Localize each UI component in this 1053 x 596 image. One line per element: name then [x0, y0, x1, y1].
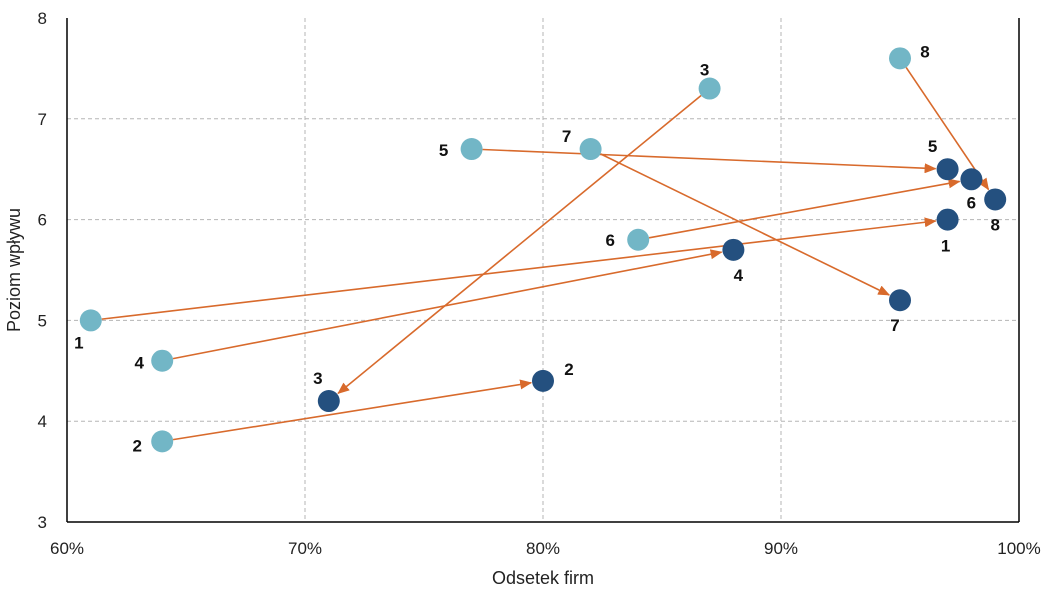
y-tick-label: 8: [38, 9, 47, 28]
start-point-6: [627, 228, 650, 251]
start-point-7: [579, 138, 602, 161]
start-label-3: 3: [700, 61, 709, 80]
y-tick-label: 5: [38, 311, 47, 330]
x-tick-label: 100%: [997, 539, 1040, 558]
end-label-4: 4: [734, 266, 744, 285]
start-label-8: 8: [920, 42, 929, 61]
start-point-8: [889, 47, 911, 70]
x-tick-label: 70%: [288, 539, 322, 558]
arrow-5: [482, 148, 937, 174]
end-label-1: 1: [941, 237, 950, 256]
arrow-4: [172, 249, 723, 360]
arrow-7: [600, 153, 891, 296]
end-label-5: 5: [928, 137, 937, 156]
start-point-5: [460, 138, 483, 161]
start-label-4: 4: [134, 354, 144, 373]
end-point-5: [936, 158, 959, 181]
end-point-3: [317, 390, 340, 413]
y-axis-title: Poziom wpływu: [4, 208, 24, 332]
x-tick-label: 80%: [526, 539, 560, 558]
grid-lines: [67, 18, 1019, 522]
end-label-2: 2: [564, 360, 573, 379]
start-label-5: 5: [439, 141, 448, 160]
end-label-8: 8: [990, 215, 999, 234]
end-point-6: [960, 168, 983, 191]
end-point-1: [936, 208, 959, 231]
arrow-6: [648, 178, 961, 239]
y-tick-label: 7: [38, 110, 47, 129]
arrow-3: [337, 94, 702, 395]
x-tick-label: 90%: [764, 539, 798, 558]
end-point-4: [722, 238, 745, 261]
arrow-1: [101, 217, 937, 320]
points: [79, 47, 1007, 453]
end-point-8: [984, 188, 1007, 211]
axes: [66, 18, 1020, 523]
start-point-1: [79, 309, 102, 332]
tick-labels: 60% 70% 80% 90% 100% 3 4 5 6 7 8: [38, 9, 1041, 558]
end-label-6: 6: [967, 193, 976, 212]
start-label-7: 7: [562, 127, 571, 146]
end-point-7: [889, 289, 911, 312]
end-label-7: 7: [890, 316, 899, 335]
start-point-4: [151, 349, 174, 372]
start-label-2: 2: [132, 436, 141, 455]
x-axis-title: Odsetek firm: [492, 568, 594, 588]
start-label-1: 1: [74, 333, 83, 352]
point-labels: 1 2 3 4 5 6 7 8 1 2 3 4 5 6 7 8: [74, 42, 1000, 455]
x-tick-label: 60%: [50, 539, 84, 558]
y-tick-label: 3: [38, 513, 47, 532]
y-tick-label: 4: [38, 412, 47, 431]
arrow-2: [172, 379, 533, 441]
start-label-6: 6: [605, 231, 614, 250]
start-point-3: [698, 77, 721, 100]
start-point-2: [151, 430, 174, 453]
y-tick-label: 6: [38, 211, 47, 230]
end-label-3: 3: [313, 369, 322, 388]
end-point-2: [532, 369, 554, 392]
